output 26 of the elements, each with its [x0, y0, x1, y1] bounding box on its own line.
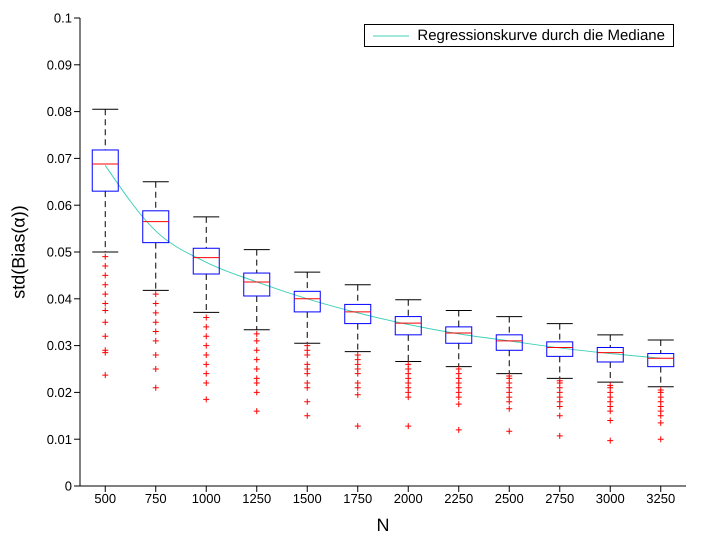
y-tick-label: 0.07 — [46, 151, 72, 166]
y-tick-label: 0.03 — [46, 338, 72, 354]
y-tick-label: 0.01 — [46, 432, 72, 447]
y-tick-label: 0.09 — [46, 57, 72, 72]
y-tick-label: 0.08 — [46, 104, 72, 120]
x-tick-label: 500 — [94, 491, 116, 506]
x-tick-label: 1500 — [292, 491, 322, 506]
x-tick-label: 3250 — [646, 491, 676, 506]
x-tick-label: 2250 — [444, 491, 474, 506]
y-tick-label: 0 — [64, 478, 72, 494]
y-axis-title: std(Bias(α)) — [8, 205, 28, 299]
x-tick-label: 2750 — [545, 491, 574, 506]
x-tick-label: 2500 — [494, 491, 524, 506]
x-tick-label: 1250 — [242, 491, 272, 506]
y-tick-label: 0.06 — [46, 198, 72, 213]
legend-label: Regressionskurve durch die Mediane — [417, 27, 665, 44]
x-tick-label: 1750 — [343, 491, 372, 506]
x-tick-label: 3000 — [596, 491, 625, 506]
y-tick-label: 0.04 — [46, 291, 72, 306]
x-tick-label: 2000 — [394, 491, 423, 506]
y-tick-label: 0.02 — [46, 385, 72, 400]
y-tick-label: 0.05 — [46, 244, 72, 260]
x-axis-title: N — [376, 515, 390, 535]
x-tick-label: 750 — [144, 491, 167, 506]
y-tick-label: 0.1 — [54, 10, 72, 26]
x-tick-label: 1000 — [192, 491, 221, 506]
